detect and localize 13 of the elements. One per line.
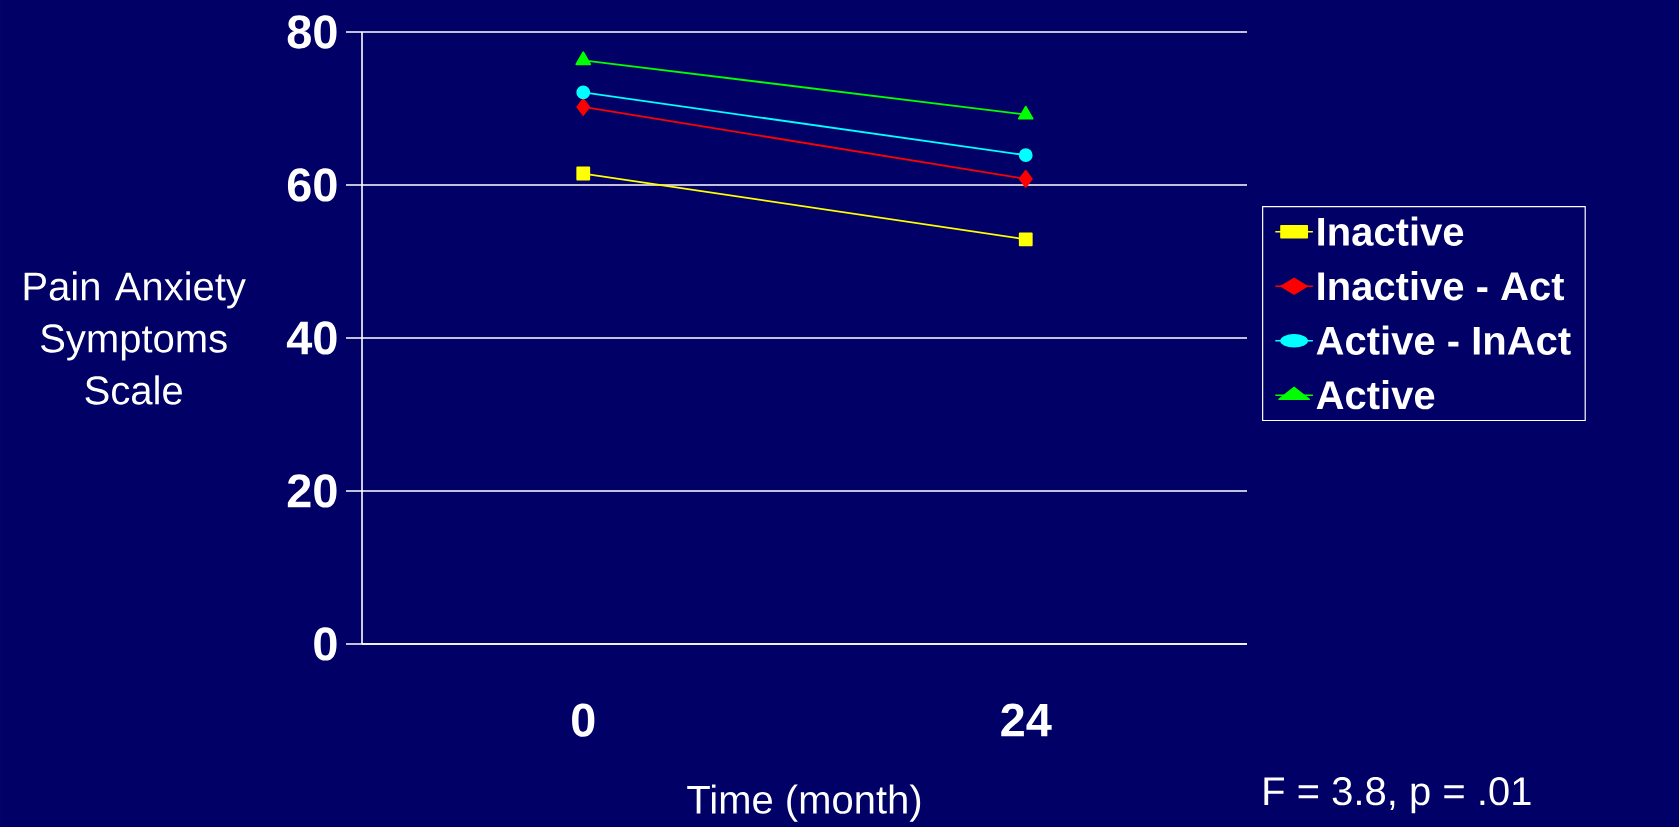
y-tick-label: 20	[287, 474, 337, 508]
text: F = 3.8, p = .01	[1264, 777, 1531, 814]
x-tick-label: 24	[1001, 703, 1052, 737]
y-axis-title: Pain Anxiety Symptoms Scale	[24, 271, 246, 405]
legend-label: Inactive	[1318, 216, 1464, 246]
y-tick-label: 0	[314, 627, 337, 661]
y-tick-label: 80	[287, 15, 337, 49]
y-tick-label: 60	[287, 168, 337, 202]
x-axis-title: Time (month)	[687, 784, 921, 822]
legend-label: Active - InAct	[1316, 325, 1571, 355]
legend-label: Inactive - Act	[1318, 271, 1565, 301]
legend-label: Active	[1316, 380, 1435, 410]
y-tick-label: 40	[286, 321, 337, 355]
